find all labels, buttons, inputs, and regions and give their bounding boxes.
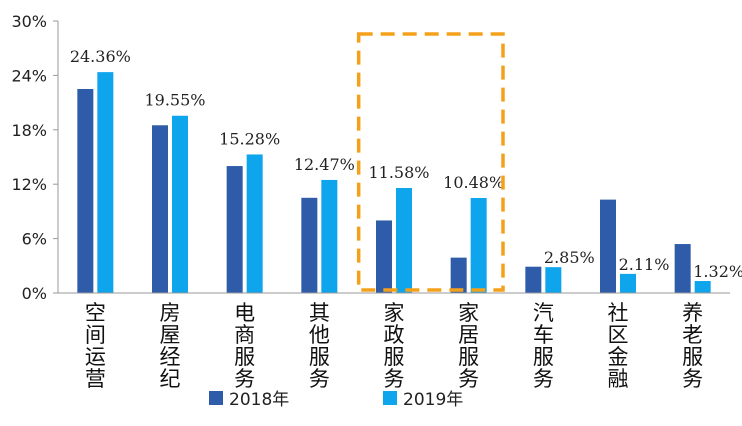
bar-2019 [694,281,711,293]
x-tick-char: 老 [682,323,703,347]
bar-2018 [525,266,542,293]
legend-swatch [383,391,397,405]
x-tick-char: 政 [384,323,405,347]
x-tick-char: 金 [608,345,629,369]
data-label: 12.47% [294,155,355,174]
bar-2018 [226,166,243,293]
bar-2018 [600,199,616,293]
bar-2019 [545,267,562,293]
data-label: 19.55% [144,91,205,110]
x-tick-char: 空 [85,301,106,325]
data-label: 10.48% [443,173,504,192]
highlight-dashed-box [356,32,505,292]
bar-2019 [470,197,487,293]
x-tick-char: 电 [234,301,255,325]
x-tick-char: 其 [309,301,330,325]
x-tick-char: 服 [682,345,703,369]
legend: 2018年 2019年 [209,390,463,410]
x-tick-char: 家 [384,301,405,325]
bars [77,72,711,294]
x-tick-char: 经 [160,345,181,369]
x-tick-char: 车 [533,323,554,347]
x-tick-char: 他 [309,323,330,347]
legend-label: 2019年 [403,390,463,410]
x-tick-char: 务 [234,367,255,391]
data-label: 24.36% [70,47,131,66]
data-label: 11.58% [368,163,429,182]
bar-2019 [396,188,412,293]
bar-2018 [450,257,467,293]
y-axis: 0% 6% 12% 18% 24% 30% [11,12,59,303]
bar-2018 [376,220,392,293]
x-tick-char: 区 [608,323,629,347]
data-label: 1.32% [693,262,742,281]
x-tick-char: 服 [309,345,330,369]
data-labels: 24.36% 19.55% 15.28% 12.47% 11.58% 10.48% 2.85… [70,47,742,281]
x-tick-char: 服 [533,345,554,369]
bar-2019 [620,273,636,293]
data-label: 2.85% [544,248,595,267]
highlight-box [356,32,505,292]
data-label: 15.28% [219,129,280,148]
legend-label: 2018年 [229,390,289,410]
x-tick-char: 居 [458,323,479,347]
x-tick-char: 间 [85,323,106,347]
x-tick-char: 房 [160,301,181,325]
x-tick-char: 社 [608,301,629,325]
x-tick-char: 务 [533,367,554,391]
bar-2019 [172,115,188,293]
bar-2018 [152,125,168,294]
x-tick-char: 务 [682,367,703,391]
x-tick-char: 务 [458,367,479,391]
bar-2019 [97,72,114,293]
y-tick-label: 12% [11,175,47,194]
x-tick-char: 务 [384,367,405,391]
x-tick-char: 服 [384,345,405,369]
y-tick-label: 18% [11,121,47,140]
x-tick-char: 服 [458,345,479,369]
x-tick-char: 融 [608,367,629,391]
x-tick-char: 汽 [533,301,554,325]
x-tick-char: 营 [85,367,106,391]
bar-2018 [674,244,691,293]
x-tick-char: 纪 [160,367,181,391]
data-label: 2.11% [619,255,670,274]
y-tick-label: 6% [22,230,47,249]
bar-2019 [246,154,263,293]
y-tick-label: 0% [22,284,47,303]
y-tick-label: 24% [11,66,47,85]
bar-2018 [77,89,94,293]
bar-2018 [301,197,318,293]
y-tick-label: 30% [11,12,47,31]
x-tick-char: 商 [234,323,255,347]
x-tick-char: 运 [85,345,106,369]
x-tick-char: 屋 [160,323,181,347]
x-tick-char: 家 [458,301,479,325]
bar-2019 [321,179,338,293]
x-tick-char: 养 [682,301,703,325]
x-tick-char: 务 [309,367,330,391]
legend-swatch [209,391,223,405]
x-tick-char: 服 [234,345,255,369]
